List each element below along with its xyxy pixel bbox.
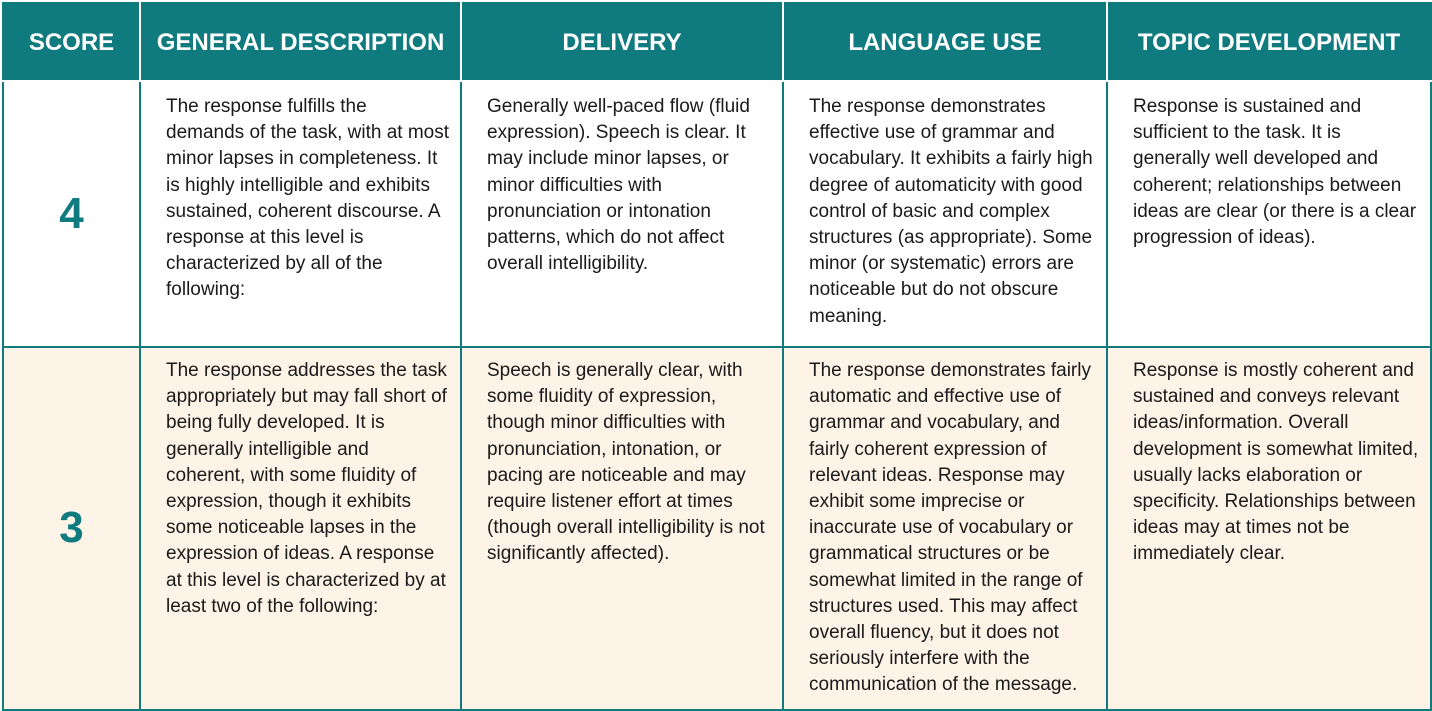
table-body: 4 The response fulfills the demands of t… xyxy=(2,80,1432,711)
header-row: SCORE GENERAL DESCRIPTION DELIVERY LANGU… xyxy=(2,2,1432,82)
header-delivery: DELIVERY xyxy=(460,2,784,82)
table-header: SCORE GENERAL DESCRIPTION DELIVERY LANGU… xyxy=(2,2,1432,82)
topic-development-cell: Response is sustained and sufficient to … xyxy=(1106,80,1432,348)
general-description-cell: The response fulfills the demands of the… xyxy=(139,80,462,348)
delivery-cell: Generally well-paced flow (fluid express… xyxy=(460,80,784,348)
topic-development-cell: Response is mostly coherent and sustaine… xyxy=(1106,346,1432,711)
language-use-text: The response demonstrates fairly automat… xyxy=(809,360,1091,696)
topic-development-text: Response is sustained and sufficient to … xyxy=(1133,96,1417,249)
delivery-cell: Speech is generally clear, with some flu… xyxy=(460,346,784,711)
delivery-text: Generally well-paced flow (fluid express… xyxy=(487,96,750,275)
general-description-cell: The response addresses the task appropri… xyxy=(139,346,462,711)
delivery-text: Speech is generally clear, with some flu… xyxy=(487,360,765,565)
general-description-text: The response fulfills the demands of the… xyxy=(166,96,450,301)
header-score: SCORE xyxy=(2,2,141,82)
header-language-use: LANGUAGE USE xyxy=(782,2,1108,82)
header-general-description: GENERAL DESCRIPTION xyxy=(139,2,462,82)
general-description-text: The response addresses the task appropri… xyxy=(166,360,447,617)
table-row-score-3: 3 The response addresses the task approp… xyxy=(2,346,1432,711)
language-use-text: The response demonstrates effective use … xyxy=(809,96,1093,327)
table-row-score-4: 4 The response fulfills the demands of t… xyxy=(2,80,1432,348)
score-value: 3 xyxy=(2,346,141,711)
score-value: 4 xyxy=(2,80,141,348)
language-use-cell: The response demonstrates effective use … xyxy=(782,80,1108,348)
header-topic-development: TOPIC DEVELOPMENT xyxy=(1106,2,1432,82)
language-use-cell: The response demonstrates fairly automat… xyxy=(782,346,1108,711)
topic-development-text: Response is mostly coherent and sustaine… xyxy=(1133,360,1419,565)
